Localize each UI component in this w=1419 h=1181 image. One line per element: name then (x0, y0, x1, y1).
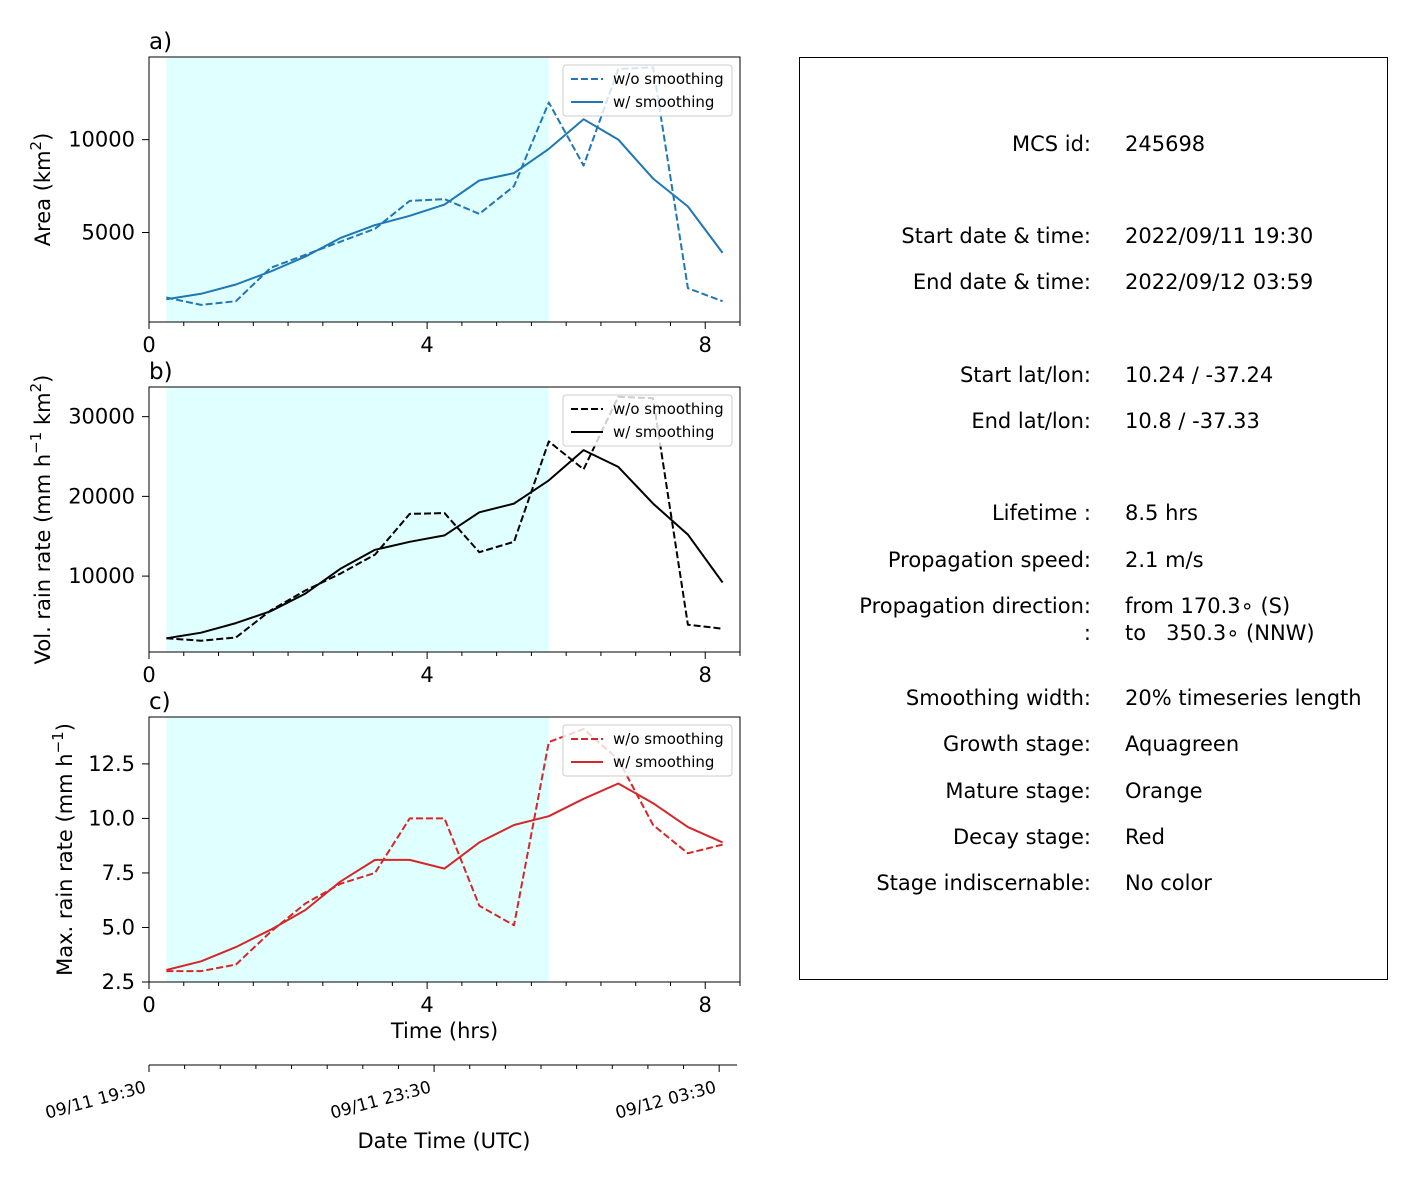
info-key-stage-indiscernable: Stage indiscernable: (876, 871, 1091, 895)
growth-stage-shade (166, 717, 549, 982)
axes-frame (148, 56, 741, 323)
x-tick-label: 8 (699, 993, 712, 1017)
info-value-end-datetime: 2022/09/12 03:59 (1125, 270, 1314, 294)
panel-max-rain: 0 4 8 2.5 5.0 7.5 10.0 12.5 c) Max. rain rate (mm… (49, 689, 741, 1043)
y-axis-label: Max. rain rate (mm h−1) (49, 723, 77, 976)
info-value-decay-stage: Red (1125, 825, 1165, 849)
info-value-start-latlon: 10.24 / -37.24 (1125, 363, 1274, 387)
x-tick-label: 8 (699, 663, 712, 687)
info-value-start-datetime: 2022/09/11 19:30 (1125, 224, 1314, 248)
x-tick-label: 0 (142, 333, 155, 357)
panel-label: c) (149, 689, 171, 715)
legend-box (562, 724, 733, 777)
legend: w/o smoothing w/ smoothing (562, 394, 733, 447)
info-value-propagation-direction-to: to 350.3∘ (NNW) (1125, 621, 1315, 645)
y-tick-label: 5000 (82, 220, 135, 244)
legend-entry: w/ smoothing (613, 93, 714, 111)
mcs-info-panel: MCS id: 245698 Start date & time: 2022/0… (799, 57, 1388, 980)
date-time-axis: 09/11 19:30 09/11 23:30 09/12 03:30 Date Ti… (43, 1064, 737, 1153)
info-key-propagation-speed: Propagation speed: (887, 548, 1091, 572)
y-tick-label: 5.0 (102, 915, 135, 939)
x-tick-label: 4 (420, 993, 433, 1017)
info-key-decay-stage: Decay stage: (953, 825, 1091, 849)
info-key-start-datetime: Start date & time: (901, 224, 1091, 248)
legend-box (562, 64, 733, 117)
panel-label: a) (149, 29, 172, 55)
info-key-mature-stage: Mature stage: (945, 779, 1091, 803)
y-tick-label: 10.0 (88, 806, 135, 830)
panel-vol-rain: 0 4 8 10000 20000 30000 b) Vol. rain rate (mm h… (27, 359, 741, 687)
legend-entry: w/ smoothing (613, 423, 714, 441)
info-key-end-datetime: End date & time: (912, 270, 1091, 294)
series-line-smoothed (166, 449, 724, 640)
axes-frame (148, 716, 741, 983)
y-tick-label: 2.5 (102, 970, 135, 994)
info-key-end-latlon: End lat/lon: (971, 409, 1091, 433)
panel-area: 0 4 8 5000 10000 a) Area (km2) w/o smoothing w/ … (27, 29, 741, 357)
x-axis-label: Time (hrs) (390, 1019, 498, 1043)
info-key-mcs-id: MCS id: (1011, 132, 1091, 156)
info-key-propagation-direction-cont: : (1083, 621, 1091, 645)
info-key-growth-stage: Growth stage: (942, 732, 1091, 756)
info-value-end-latlon: 10.8 / -37.33 (1125, 409, 1260, 433)
date-tick-label: 09/11 19:30 (43, 1078, 148, 1124)
series-line-unsmoothed (166, 728, 723, 973)
info-value-lifetime: 8.5 hrs (1125, 501, 1198, 525)
info-value-mcs-id: 245698 (1125, 132, 1206, 156)
legend-entry: w/o smoothing (613, 730, 724, 748)
series-line-smoothed (166, 782, 724, 971)
y-axis-label: Area (km2) (27, 133, 55, 247)
x-tick-label: 0 (142, 663, 155, 687)
info-key-smoothing-width: Smoothing width: (905, 686, 1091, 710)
info-key-lifetime: Lifetime : (991, 501, 1091, 525)
info-value-smoothing-width: 20% timeseries length (1125, 686, 1362, 710)
info-value-propagation-speed: 2.1 m/s (1125, 548, 1204, 572)
x-tick-label: 4 (420, 333, 433, 357)
legend: w/o smoothing w/ smoothing (562, 64, 733, 117)
legend-entry: w/ smoothing (613, 753, 714, 771)
x-tick-label: 0 (142, 993, 155, 1017)
y-tick-label: 10000 (68, 564, 135, 588)
info-value-mature-stage: Orange (1125, 779, 1203, 803)
series-line-unsmoothed (166, 66, 723, 306)
axes-frame (148, 386, 741, 653)
y-tick-label: 20000 (68, 484, 135, 508)
growth-stage-shade (166, 57, 549, 322)
panel-label: b) (149, 359, 173, 385)
info-value-growth-stage: Aquagreen (1125, 732, 1240, 756)
legend-entry: w/o smoothing (613, 400, 724, 418)
legend-entry: w/o smoothing (613, 70, 724, 88)
x-tick-label: 4 (420, 663, 433, 687)
date-tick-label: 09/12 03:30 (613, 1078, 718, 1124)
growth-stage-shade (166, 387, 549, 652)
y-tick-label: 12.5 (88, 752, 135, 776)
info-key-start-latlon: Start lat/lon: (959, 363, 1091, 387)
legend: w/o smoothing w/ smoothing (562, 724, 733, 777)
series-line-smoothed (166, 118, 724, 301)
info-value-stage-indiscernable: No color (1125, 871, 1212, 895)
date-tick-label: 09/11 23:30 (328, 1078, 433, 1124)
y-tick-label: 7.5 (102, 861, 135, 885)
x-tick-label: 8 (699, 333, 712, 357)
legend-box (562, 394, 733, 447)
date-axis-label: Date Time (UTC) (358, 1129, 531, 1153)
info-value-propagation-direction-from: from 170.3∘ (S) (1125, 594, 1291, 618)
y-tick-label: 30000 (68, 405, 135, 429)
y-axis-label: Vol. rain rate (mm h−1 km2) (27, 375, 55, 665)
info-key-propagation-direction: Propagation direction: (859, 594, 1091, 618)
y-tick-label: 10000 (68, 128, 135, 152)
